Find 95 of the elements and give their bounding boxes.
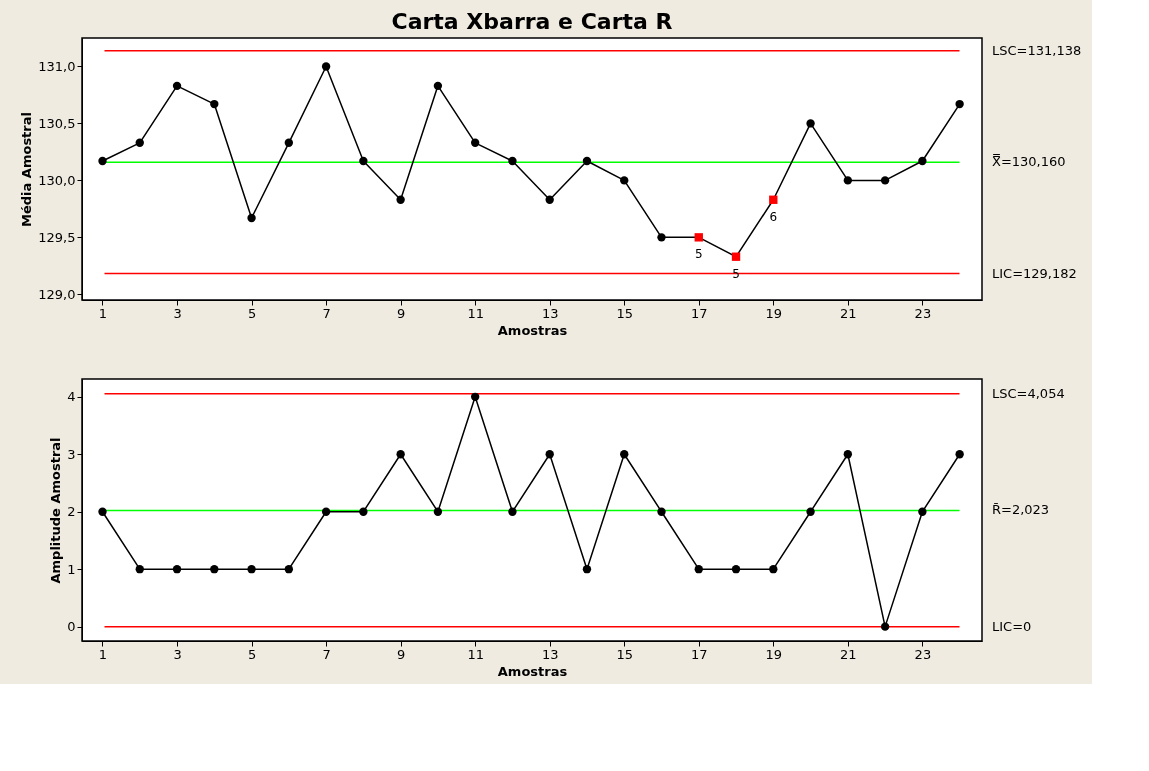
y-axis-title: Amplitude Amostral <box>48 437 64 584</box>
y-tick-label: 130,5 <box>38 115 76 131</box>
ref-line-label: LIC=129,182 <box>992 265 1077 281</box>
point <box>620 450 629 459</box>
point <box>359 507 368 516</box>
x-tick-label: 11 <box>467 646 484 662</box>
point <box>657 233 666 242</box>
x-tick-label: 21 <box>840 646 857 662</box>
point <box>508 507 517 516</box>
x-tick-label: 15 <box>616 305 634 321</box>
point <box>508 156 517 166</box>
point <box>620 176 629 185</box>
x-tick-label: 17 <box>691 305 708 321</box>
x-tick-label: 5 <box>247 305 257 321</box>
point <box>433 81 443 91</box>
ref-line-label: X̿=130,160 <box>992 153 1066 170</box>
ref-line-label: LSC=131,138 <box>992 42 1082 58</box>
point <box>657 507 666 516</box>
point <box>731 252 741 261</box>
point <box>135 138 144 147</box>
point <box>284 565 294 574</box>
annotation: 5 <box>694 247 703 262</box>
point <box>582 565 592 574</box>
x-tick-label: 3 <box>173 646 182 662</box>
x-tick-label: 7 <box>322 646 331 662</box>
x-axis-title: Amostras <box>497 663 568 679</box>
x-tick-label: 9 <box>396 646 406 662</box>
x-tick-label: 23 <box>914 646 932 662</box>
point <box>247 213 256 223</box>
point <box>98 156 107 166</box>
point <box>433 507 443 516</box>
x-tick-label: 3 <box>173 305 182 321</box>
point <box>284 138 294 147</box>
y-tick-label: 0 <box>67 619 76 635</box>
point <box>470 138 480 147</box>
point <box>545 195 554 204</box>
ref-line-label: R̄=2,023 <box>992 502 1050 518</box>
point <box>806 119 815 128</box>
x-tick-label: 5 <box>247 646 257 662</box>
y-tick-label: 4 <box>67 389 76 405</box>
point <box>321 507 331 516</box>
y-tick-label: 129,0 <box>38 286 76 302</box>
x-tick-label: 1 <box>98 305 108 321</box>
y-tick-label: 1 <box>67 561 76 577</box>
annotation: 6 <box>769 209 778 224</box>
y-tick-label: 129,5 <box>38 229 76 245</box>
y-tick-label: 130,0 <box>38 172 76 188</box>
x-tick-label: 21 <box>840 305 857 321</box>
y-axis-title: Média Amostral <box>19 112 35 227</box>
point <box>843 450 853 459</box>
x-tick-label: 23 <box>914 305 932 321</box>
point <box>98 507 107 516</box>
point <box>545 450 554 459</box>
point <box>321 62 331 71</box>
point <box>359 156 368 166</box>
ref-line-label: LIC=0 <box>992 618 1032 634</box>
point <box>769 195 778 204</box>
ref-line-label: LSC=4,054 <box>992 385 1065 401</box>
point <box>880 622 890 631</box>
x-tick-label: 19 <box>765 646 783 662</box>
point <box>694 565 703 574</box>
x-tick-label: 13 <box>541 305 559 321</box>
point <box>769 565 778 574</box>
x-tick-label: 17 <box>691 646 708 662</box>
y-tick-label: 2 <box>67 504 76 520</box>
x-tick-label: 19 <box>765 305 783 321</box>
x-tick-label: 13 <box>541 646 559 662</box>
point <box>210 565 219 574</box>
point <box>843 176 853 185</box>
point <box>172 81 182 91</box>
point <box>918 156 927 166</box>
y-tick-label: 3 <box>67 446 76 462</box>
point <box>247 565 256 574</box>
point <box>918 507 927 516</box>
point <box>955 450 964 459</box>
x-tick-label: 1 <box>98 646 108 662</box>
x-tick-label: 9 <box>396 305 406 321</box>
point <box>582 156 592 166</box>
point <box>172 565 182 574</box>
point <box>470 392 480 401</box>
chart-title: Carta Xbarra e Carta R <box>391 9 673 34</box>
point <box>955 99 964 109</box>
x-tick-label: 15 <box>616 646 634 662</box>
point <box>135 565 144 574</box>
point <box>396 450 405 459</box>
point <box>806 507 815 516</box>
x-axis-title: Amostras <box>497 322 568 338</box>
point <box>210 99 219 109</box>
point <box>396 195 405 204</box>
point <box>731 565 741 574</box>
x-tick-label: 7 <box>322 305 331 321</box>
point <box>694 233 703 242</box>
point <box>880 176 890 185</box>
y-tick-label: 131,0 <box>38 58 76 74</box>
x-tick-label: 11 <box>467 305 484 321</box>
